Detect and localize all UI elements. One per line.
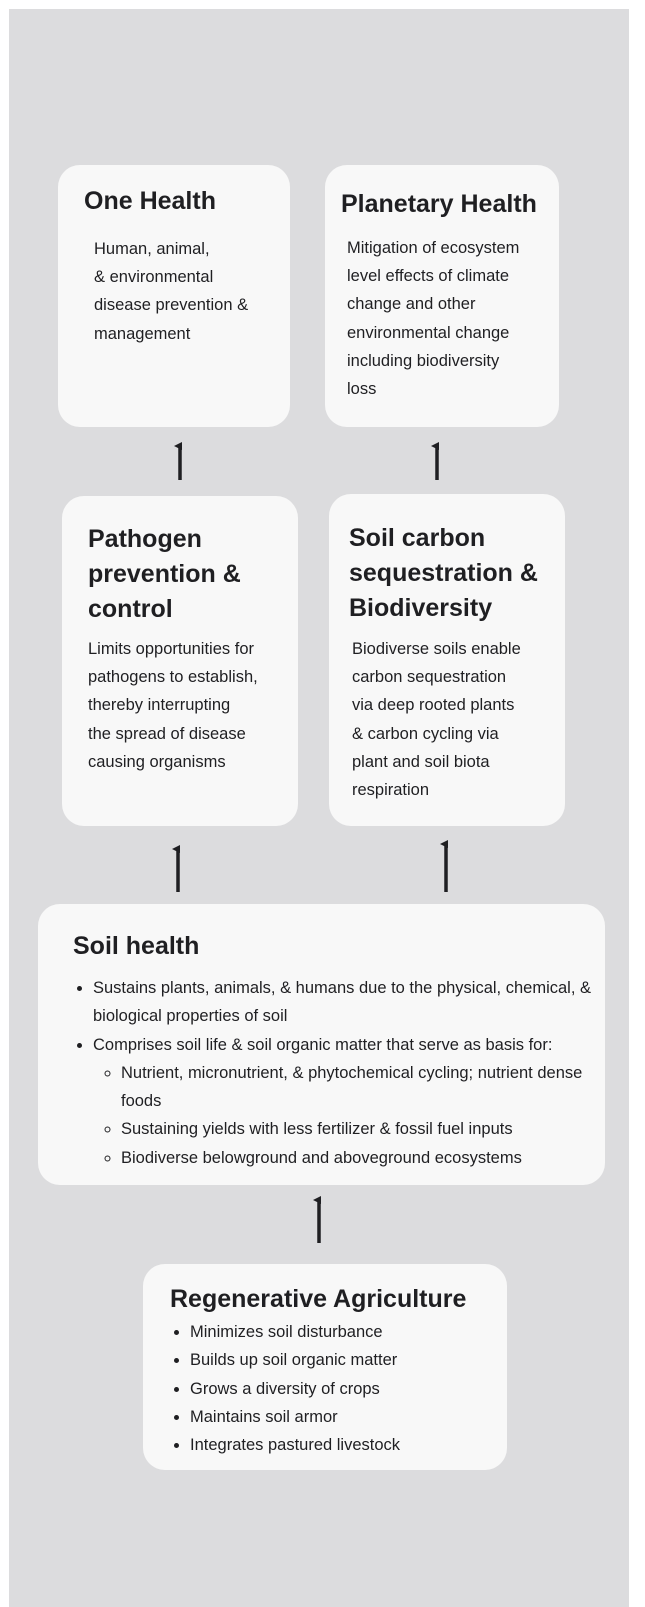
card-text: carbon sequestration [352,668,507,687]
card-title: Planetary Health [341,190,537,218]
card-text: & environmental [94,268,214,287]
card-title: Pathogen [88,525,202,553]
bullet-text: Minimizes soil disturbance [190,1323,383,1341]
card-text: causing organisms [88,752,226,771]
bullet: Maintains soil armor [190,1403,518,1431]
card-text: Limits opportunities for [88,640,254,658]
card: Soil carbon sequestration & Biodiversity Bi… [329,494,565,826]
card-text: the spread of disease [88,724,246,743]
bullet-text: Maintains soil armor [190,1407,338,1426]
card-text: Human, animal, [94,240,210,258]
bullet: Builds up soil organic matter [190,1346,518,1374]
card-title: control [88,595,173,623]
card-text: respiration [352,781,430,799]
card-text: management [94,324,191,343]
card-text: loss [347,380,377,398]
card-title: prevention & [88,560,241,588]
card-text: plant and soil biota [352,752,490,771]
bullet-text: Builds up soil organic matter [190,1351,398,1370]
bullet: Grows a diversity of crops [190,1375,518,1403]
bullet-list: Sustains plants, animals, & humans due t… [74,974,616,1172]
card: Soil health Sustains plants, animals, & h… [38,904,605,1185]
sub-list: Nutrient, micronutrient, & phytochemical… [93,1059,616,1172]
bullet-text: Grows a diversity of crops [190,1379,380,1398]
sub-bullet: Biodiverse belowground and aboveground e… [121,1144,616,1172]
card-title: Biodiversity [349,594,493,622]
bullet-text: Sustaining yields with less fertilizer &… [121,1120,513,1139]
card-title: sequestration & [349,559,538,587]
card: One Health Human, animal, & environmental d… [58,165,290,427]
sub-bullet: Sustaining yields with less fertilizer &… [121,1115,616,1143]
bullet-text: Comprises soil life & soil organic matte… [93,1035,553,1054]
card: Regenerative Agriculture Minimizes soil d… [143,1264,507,1470]
card-text: thereby interrupting [88,696,231,715]
bullet: Sustains plants, animals, & humans due t… [93,974,616,1031]
card-text: level effects of climate [347,267,510,286]
card-title: Regenerative Agriculture [170,1285,467,1313]
sub-bullet: Nutrient, micronutrient, & phytochemical… [121,1059,616,1116]
bullet-list: Minimizes soil disturbance Builds up soil… [171,1318,518,1459]
card-text: pathogens to establish, [88,668,258,687]
bullet: Comprises soil life & soil organic matte… [93,1031,616,1172]
bullet: Minimizes soil disturbance [190,1318,518,1346]
card-text: via deep rooted plants [352,696,515,715]
card-text: disease prevention & [94,296,249,315]
card-title: One Health [84,187,216,215]
card: Pathogen prevention & control Limits opport… [62,496,298,826]
card-text: Biodiverse soils enable [352,640,521,658]
card-text: Mitigation of ecosystem [347,239,520,257]
bullet-text: Biodiverse belowground and aboveground e… [121,1148,522,1167]
card-text: including biodiversity [347,351,500,370]
card-text: environmental change [347,323,510,342]
bullet-text: Nutrient, micronutrient, & phytochemical… [121,1063,583,1111]
card-text: change and other [347,295,476,314]
bullet-text: Sustains plants, animals, & humans due t… [93,979,592,1026]
card-title: Soil health [73,932,200,960]
bullet: Integrates pastured livestock [190,1431,518,1459]
card: Planetary Health Mitigation of ecosystem l… [325,165,559,427]
bullet-text: Integrates pastured livestock [190,1436,401,1455]
card-text: & carbon cycling via [352,724,499,743]
card-title: Soil carbon [349,524,486,552]
